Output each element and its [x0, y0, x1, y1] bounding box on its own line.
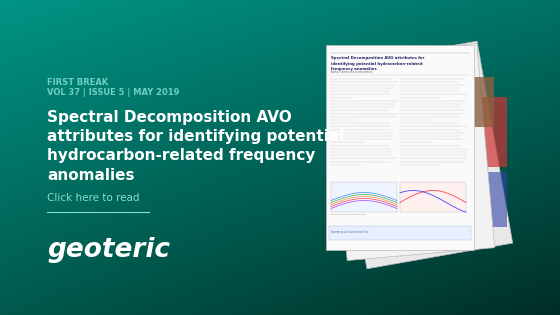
Polygon shape [326, 44, 474, 249]
Polygon shape [329, 43, 494, 261]
Bar [400, 181, 466, 211]
Bar [464, 77, 494, 127]
Text: Spectral Decomposition AVO attributes for
identifying potential hydrocarbon-rela: Spectral Decomposition AVO attributes fo… [331, 56, 424, 71]
Text: VOL 37 | ISSUE 5 | MAY 2019: VOL 37 | ISSUE 5 | MAY 2019 [47, 88, 179, 97]
Polygon shape [332, 41, 512, 269]
Text: Figure captions and references: Figure captions and references [331, 214, 365, 215]
Text: geoteric: geoteric [47, 237, 170, 263]
Bar [329, 226, 471, 239]
Text: Summary conclusion text line: Summary conclusion text line [331, 231, 368, 234]
Bar [479, 97, 507, 167]
Text: Click here to read: Click here to read [47, 193, 139, 203]
Text: Spectral Decomposition AVO
attributes for identifying potential
hydrocarbon-rela: Spectral Decomposition AVO attributes fo… [47, 110, 344, 183]
Bar [479, 172, 507, 227]
Text: FIRST BREAK: FIRST BREAK [47, 78, 108, 87]
Bar [331, 181, 397, 211]
Text: Author names and journal details: Author names and journal details [331, 71, 373, 75]
